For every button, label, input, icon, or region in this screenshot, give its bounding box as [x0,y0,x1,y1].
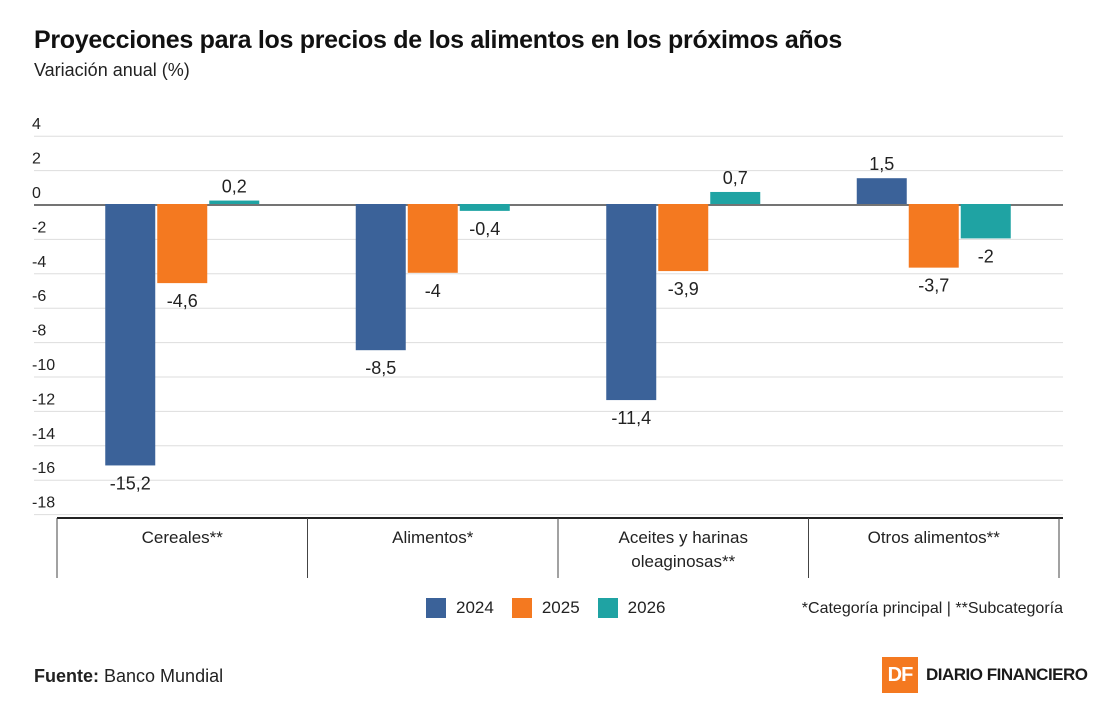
y-tick-label: -2 [32,219,46,236]
category-label: Otros alimentos** [868,528,1001,547]
brand-logo: DF DIARIO FINANCIERO [882,657,1088,693]
data-label: -4,6 [167,291,198,311]
legend-item-2025: 2025 [511,598,580,618]
legend-label: 2025 [541,598,580,617]
y-tick-label: -10 [32,357,55,374]
y-tick-label: -18 [32,495,55,512]
y-tick-label: -4 [32,254,46,271]
bar-2024 [105,204,156,466]
data-label: -11,4 [611,408,651,428]
source-label: Fuente: [34,666,99,686]
bar-2026 [209,200,260,204]
data-label: 0,7 [723,168,748,188]
y-tick-label: 2 [32,151,41,168]
category-note: *Categoría principal | **Subcategoría [801,600,1063,617]
bar-2025 [407,204,458,273]
y-tick-label: -16 [32,460,55,477]
bar-2025 [157,204,208,284]
y-tick-label: 4 [32,116,41,133]
bar-chart: 4 2 0 -2 -4 -6 -8 -10 -12 -14 -16 -18 -15,2 -4,6 0,2 Ce… [32,116,1063,578]
bar-2026 [459,204,510,211]
brand-mark: DF [882,657,918,693]
legend-label: 2024 [456,598,494,617]
data-label: -2 [978,246,994,266]
data-label: -3,9 [668,279,699,299]
bar-2025 [658,204,709,272]
data-label: 1,5 [869,154,894,174]
data-label: -15,2 [110,473,151,493]
source-value: Banco Mundial [104,666,224,686]
legend-swatch [511,598,532,618]
y-tick-label: -6 [32,288,46,305]
data-label: -4 [425,281,441,301]
data-label: -0,4 [469,219,500,239]
legend-item-2026: 2026 [597,598,666,618]
category-label: Alimentos* [392,528,474,547]
bar-2026 [960,204,1011,239]
category-label: Aceites y harinas [619,528,748,547]
bar-2024 [355,204,406,351]
bar-2024 [606,204,657,401]
source: Fuente: Banco Mundial [34,666,223,687]
y-tick-label: -12 [32,391,55,408]
legend: 2024 2025 2026 [426,598,683,618]
legend-label: 2026 [627,598,666,617]
legend-swatch [426,598,446,618]
data-label: -8,5 [365,358,396,378]
bar-2024 [856,178,907,204]
chart-subtitle: Variación anual (%) [34,60,190,80]
chart-title: Proyecciones para los precios de los ali… [34,26,842,54]
y-tick-label: -14 [32,426,55,443]
bar-2025 [908,204,959,268]
legend-swatch [597,598,618,618]
data-label: -3,7 [918,276,949,296]
legend-item-2024: 2024 [426,598,494,618]
category-label: Cereales** [142,528,224,547]
category-label: oleaginosas** [631,552,735,571]
y-tick-label: -8 [32,323,46,340]
data-label: 0,2 [222,177,247,197]
brand-name: DIARIO FINANCIERO [926,665,1088,684]
bar-2026 [710,191,761,204]
y-tick-label: 0 [32,185,41,202]
